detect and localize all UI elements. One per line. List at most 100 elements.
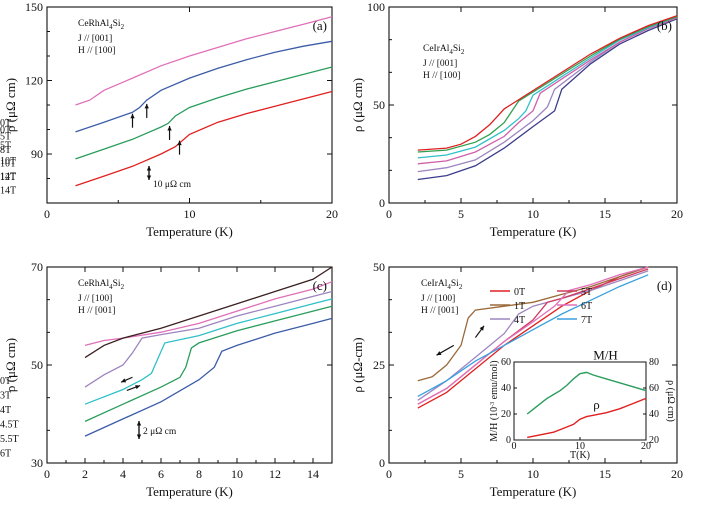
x-tick-label: 4 [120, 467, 126, 481]
compound-label: CeRhAl4Si2 [78, 279, 125, 291]
series-line-4.5T [84, 290, 333, 388]
panel-label: (c) [313, 278, 327, 293]
y-tick-label: 90 [31, 147, 43, 161]
compound-label: CeIrAl4Si2 [423, 44, 465, 56]
inset-y-tick-label: 0 [506, 435, 511, 446]
legend-label-5T: 5T [0, 141, 11, 152]
panel-label: (b) [657, 18, 672, 33]
compound-part: 4 [449, 48, 453, 56]
legend-label-4T: 4T [514, 315, 525, 326]
scale-note: 2 μΩ cm [143, 427, 177, 437]
field-direction: H // [100] [423, 71, 460, 81]
series-line-5T [417, 17, 678, 173]
y-tick-label: 50 [31, 358, 43, 372]
x-tick-label: 10 [231, 467, 243, 481]
y-tick-label: 50 [373, 98, 385, 112]
y-tick-label: 120 [25, 74, 43, 88]
legend-label-10T: 10T [0, 159, 16, 170]
x-tick-label: 10 [184, 207, 196, 221]
x-tick-label: 8 [196, 467, 202, 481]
current-direction: J // [100] [78, 294, 112, 304]
inset-MH-label: M/H [593, 347, 618, 362]
x-tick-label: 6 [158, 467, 164, 481]
inset-x-tick-label: 20 [641, 441, 651, 452]
compound-part: Si [453, 44, 461, 54]
y-tick-label: 0 [379, 456, 385, 470]
y-axis-label: ρ (μΩ cm) [350, 78, 365, 132]
series-line-8T [417, 17, 678, 165]
compound-part: 2 [461, 48, 465, 56]
inset-y-label-part: emu/mol) [489, 360, 500, 401]
compound-part: 4 [109, 283, 113, 291]
y-tick-label: 0 [379, 196, 385, 210]
legend-label-0T: 0T [0, 376, 11, 387]
compound-part: CeRhAl [78, 279, 110, 289]
x-tick-label: 10 [527, 207, 539, 221]
inset-rho-line [527, 397, 647, 439]
y-tick-label: 50 [373, 260, 385, 274]
compound-label: CeIrAl4Si2 [421, 279, 463, 291]
hysteresis-arrow-warming-head [479, 325, 485, 331]
inset-plot: 0 10 20 0 20 40 60 20 40 60 80 T(K) M/H (10-3 emu/mo… [489, 347, 676, 461]
current-direction: J // [001] [423, 59, 457, 69]
series-line-10T [417, 16, 678, 159]
scale-arrow-up-head [136, 421, 142, 426]
x-tick-label: 20 [326, 207, 338, 221]
series-line-4T [84, 298, 333, 405]
series-line-0T [417, 18, 678, 181]
field-direction: H // [001] [421, 306, 458, 316]
series-line-0T [417, 266, 649, 409]
inset-rho-label: ρ [593, 397, 600, 412]
inset-x-tick-label: 0 [512, 441, 517, 452]
legend-label-5T: 5T [581, 287, 592, 298]
transition-arrow-head [130, 113, 135, 119]
series-line-6T [84, 266, 333, 359]
inset-y2-tick-label: 40 [649, 409, 659, 420]
series-line-0T [75, 90, 333, 187]
legend-label-7T: 7T [581, 315, 592, 326]
inset-y-tick-label: 40 [501, 383, 511, 394]
legend-label-1T: 1T [514, 301, 525, 312]
inset-frame [513, 361, 647, 441]
x-tick-label: 15 [599, 467, 611, 481]
field-direction: H // [100] [78, 46, 115, 56]
y-tick-label: 30 [31, 456, 43, 470]
y-axis-label: ρ (μΩ cm) [3, 338, 18, 392]
plot-frame [388, 6, 678, 204]
inset-y2-tick-label: 20 [649, 435, 659, 446]
panel-label: (a) [313, 18, 327, 33]
hysteresis-arrow-warming-head [135, 385, 141, 390]
inset-y-label-part: -3 [490, 402, 496, 407]
legend-label-4.5T: 4.5T [0, 420, 19, 431]
compound-part: Si [113, 279, 121, 289]
legend-label-12T: 12T [0, 172, 16, 183]
x-tick-label: 5 [458, 207, 464, 221]
series-line-7T [417, 274, 649, 397]
y-axis-label: ρ (μΩ cm) [3, 78, 18, 132]
transition-arrow-head [177, 140, 182, 146]
x-tick-label: 20 [671, 207, 683, 221]
legend-label-3T: 3T [0, 391, 11, 402]
legend-label-14T: 14T [0, 186, 16, 197]
x-tick-label: 2 [82, 467, 88, 481]
x-axis-label: Temperature (K) [146, 484, 233, 499]
x-tick-label: 15 [599, 207, 611, 221]
legend-label-0T: 0T [0, 125, 11, 136]
legend-label-10T: 10T [0, 156, 16, 167]
legend-label-5T: 5T [0, 132, 11, 143]
series-line-14T [75, 16, 333, 106]
x-tick-label: 5 [458, 467, 464, 481]
x-axis-label: Temperature (K) [490, 484, 577, 499]
inset-y-label-part: M/H (10 [489, 407, 500, 442]
inset-y-tick-label: 20 [501, 409, 511, 420]
x-tick-label: 0 [386, 467, 392, 481]
hysteresis-arrow-cooling-head [436, 351, 442, 356]
legend-label-0T: 0T [0, 118, 11, 129]
series-line-4T [417, 270, 649, 401]
transition-arrow-head [167, 125, 172, 131]
compound-part: 2 [121, 283, 125, 291]
compound-part: Si [451, 279, 459, 289]
